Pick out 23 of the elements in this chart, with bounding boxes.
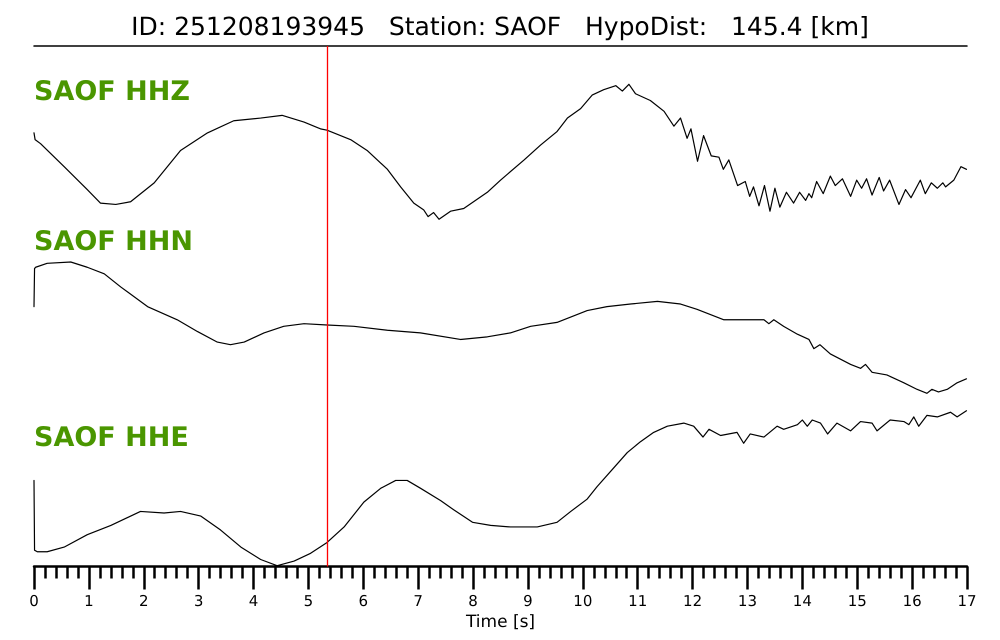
series-label: SAOF HHZ: [34, 76, 190, 107]
x-tick-label: 10: [573, 592, 592, 610]
series-label: SAOF HHE: [34, 422, 189, 453]
x-tick-label: 15: [848, 592, 867, 610]
x-tick-label: 12: [683, 592, 702, 610]
x-tick-label: 7: [413, 592, 423, 610]
x-tick-label: 6: [358, 592, 368, 610]
x-tick-label: 14: [792, 592, 812, 610]
series-label: SAOF HHN: [34, 226, 193, 257]
x-tick-label: 1: [84, 592, 94, 610]
x-tick-label: 4: [248, 592, 258, 610]
x-tick-label: 17: [957, 592, 977, 610]
chart-title: ID: 251208193945 Station: SAOF HypoDist: 145.4 [km]: [131, 12, 869, 41]
x-tick-label: 0: [29, 592, 39, 610]
x-axis-title: Time [s]: [464, 612, 536, 632]
x-tick-label: 9: [523, 592, 533, 610]
x-tick-label: 8: [468, 592, 478, 610]
x-tick-label: 16: [902, 592, 922, 610]
x-tick-label: 13: [738, 592, 758, 610]
x-tick-label: 2: [138, 592, 149, 610]
x-tick-label: 3: [194, 592, 204, 610]
x-tick-label: 11: [628, 592, 648, 610]
x-tick-label: 5: [304, 592, 314, 610]
